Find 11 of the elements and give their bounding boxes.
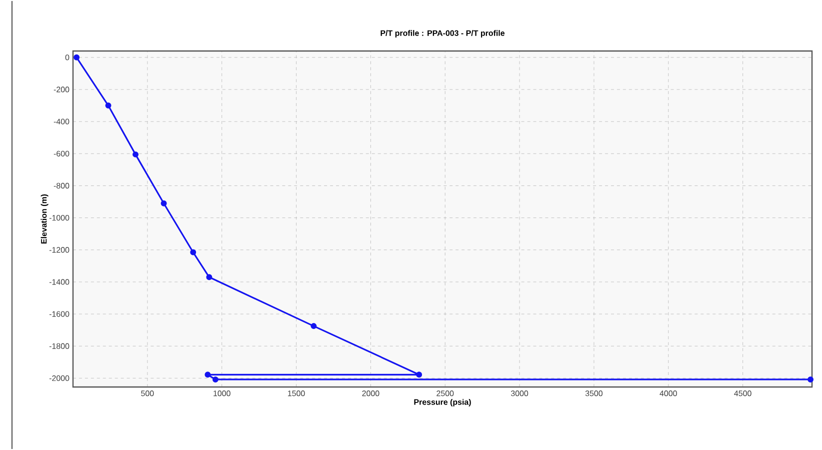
point [204,372,211,378]
point [808,376,814,382]
point [160,200,167,206]
point [212,376,218,382]
point [74,54,80,60]
point [310,323,317,330]
point [190,249,196,256]
point [105,102,112,109]
point [132,151,139,158]
point [416,372,422,378]
point [206,274,212,280]
